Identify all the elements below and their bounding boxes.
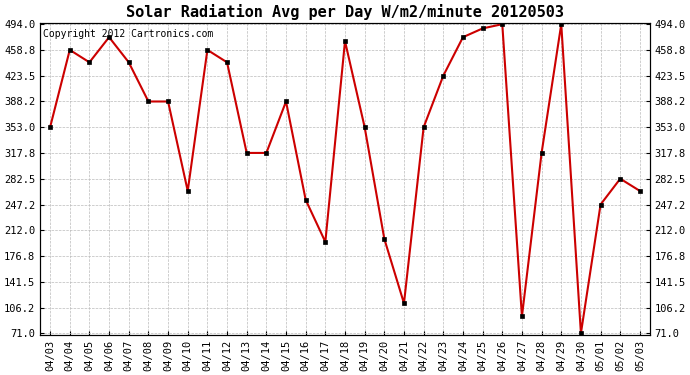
Text: Copyright 2012 Cartronics.com: Copyright 2012 Cartronics.com <box>43 29 214 39</box>
Title: Solar Radiation Avg per Day W/m2/minute 20120503: Solar Radiation Avg per Day W/m2/minute … <box>126 4 564 20</box>
